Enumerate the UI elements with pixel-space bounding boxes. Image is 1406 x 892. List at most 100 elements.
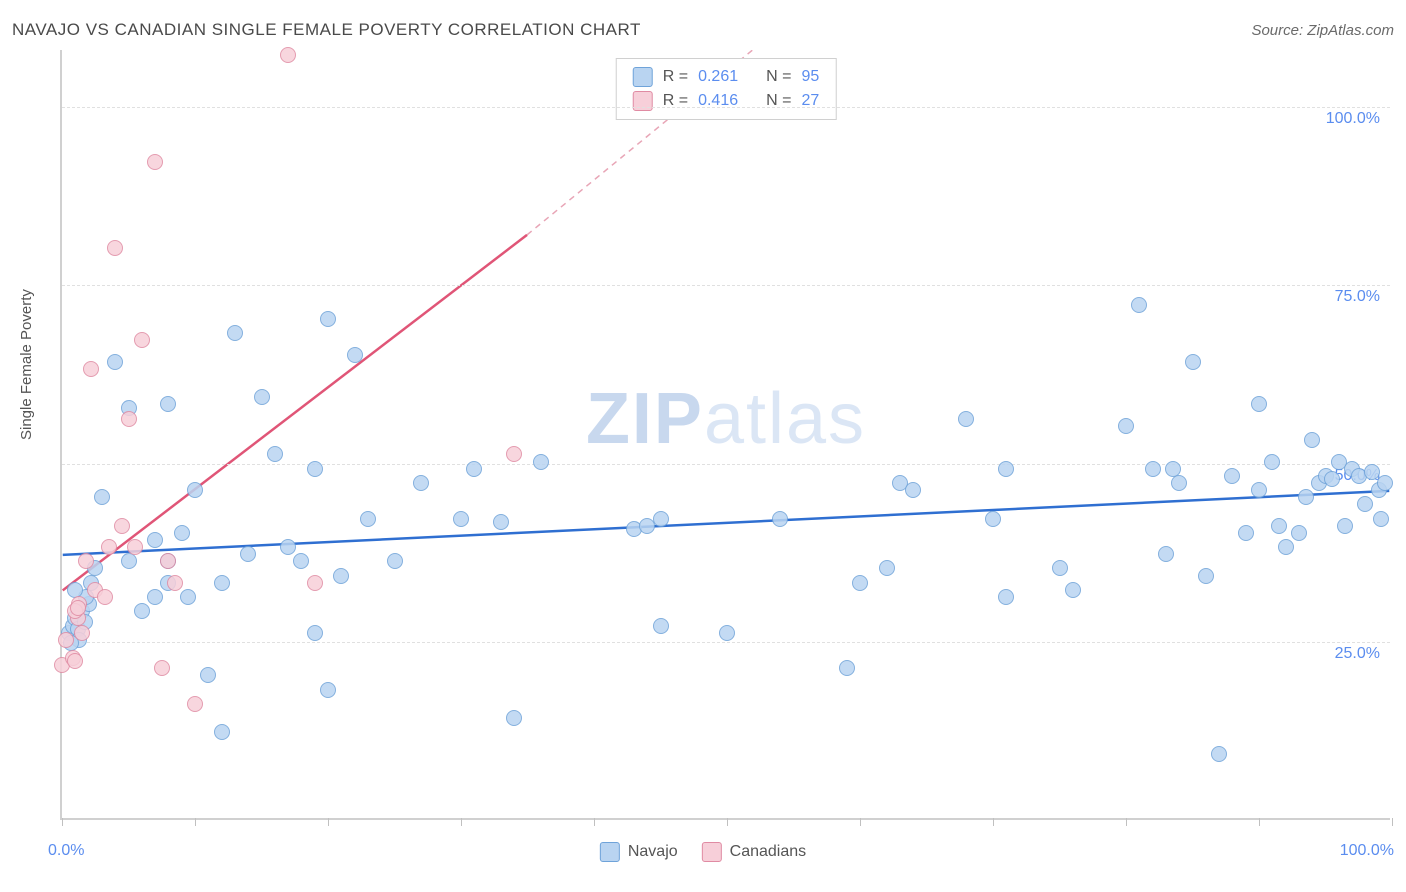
scatter-point bbox=[147, 154, 163, 170]
legend-swatch bbox=[600, 842, 620, 862]
gridline bbox=[62, 642, 1390, 643]
scatter-point bbox=[985, 511, 1001, 527]
legend-n-label: N = bbox=[766, 68, 791, 86]
scatter-point bbox=[97, 589, 113, 605]
scatter-point bbox=[1337, 518, 1353, 534]
scatter-point bbox=[506, 446, 522, 462]
legend-label: Canadians bbox=[730, 843, 807, 861]
x-tick bbox=[1126, 818, 1127, 826]
scatter-point bbox=[1357, 496, 1373, 512]
scatter-point bbox=[83, 361, 99, 377]
scatter-point bbox=[998, 589, 1014, 605]
scatter-point bbox=[1251, 396, 1267, 412]
legend-r-value: 0.261 bbox=[698, 68, 738, 86]
scatter-point bbox=[1291, 525, 1307, 541]
x-tick bbox=[62, 818, 63, 826]
scatter-point bbox=[852, 575, 868, 591]
scatter-point bbox=[958, 411, 974, 427]
scatter-point bbox=[107, 240, 123, 256]
scatter-point bbox=[227, 325, 243, 341]
x-tick bbox=[1259, 818, 1260, 826]
scatter-point bbox=[533, 454, 549, 470]
scatter-point bbox=[1052, 560, 1068, 576]
scatter-point bbox=[307, 625, 323, 641]
x-tick bbox=[727, 818, 728, 826]
scatter-point bbox=[134, 603, 150, 619]
scatter-point bbox=[67, 653, 83, 669]
x-tick bbox=[328, 818, 329, 826]
watermark: ZIPatlas bbox=[586, 378, 866, 460]
x-tick bbox=[594, 818, 595, 826]
scatter-point bbox=[1238, 525, 1254, 541]
scatter-point bbox=[58, 632, 74, 648]
watermark-atlas: atlas bbox=[704, 379, 866, 459]
scatter-point bbox=[200, 667, 216, 683]
scatter-point bbox=[134, 332, 150, 348]
legend-swatch bbox=[702, 842, 722, 862]
scatter-point bbox=[214, 724, 230, 740]
x-axis-max-label: 100.0% bbox=[1340, 842, 1394, 860]
y-axis-title: Single Female Poverty bbox=[18, 289, 35, 440]
scatter-point bbox=[387, 553, 403, 569]
scatter-point bbox=[1377, 475, 1393, 491]
scatter-point bbox=[1145, 461, 1161, 477]
scatter-point bbox=[719, 625, 735, 641]
scatter-point bbox=[94, 489, 110, 505]
scatter-point bbox=[160, 396, 176, 412]
scatter-point bbox=[1304, 432, 1320, 448]
scatter-point bbox=[180, 589, 196, 605]
scatter-point bbox=[307, 461, 323, 477]
y-tick-label: 100.0% bbox=[1326, 110, 1380, 128]
scatter-point bbox=[214, 575, 230, 591]
legend-n-value: 95 bbox=[801, 68, 819, 86]
legend-stats-row: R = 0.416N = 27 bbox=[633, 89, 820, 113]
scatter-point bbox=[160, 553, 176, 569]
scatter-point bbox=[167, 575, 183, 591]
scatter-point bbox=[240, 546, 256, 562]
gridline bbox=[62, 464, 1390, 465]
scatter-point bbox=[1158, 546, 1174, 562]
scatter-point bbox=[1065, 582, 1081, 598]
scatter-point bbox=[280, 47, 296, 63]
scatter-point bbox=[121, 411, 137, 427]
y-tick-label: 75.0% bbox=[1335, 288, 1380, 306]
scatter-point bbox=[879, 560, 895, 576]
legend-swatch bbox=[633, 67, 653, 87]
scatter-point bbox=[1278, 539, 1294, 555]
legend-r-label: R = bbox=[663, 68, 688, 86]
scatter-point bbox=[1171, 475, 1187, 491]
scatter-point bbox=[187, 482, 203, 498]
x-tick bbox=[195, 818, 196, 826]
legend-item: Navajo bbox=[600, 842, 678, 862]
scatter-point bbox=[453, 511, 469, 527]
x-tick bbox=[993, 818, 994, 826]
scatter-point bbox=[174, 525, 190, 541]
watermark-zip: ZIP bbox=[586, 379, 704, 459]
scatter-point bbox=[1324, 471, 1340, 487]
scatter-point bbox=[333, 568, 349, 584]
scatter-point bbox=[147, 532, 163, 548]
scatter-point bbox=[772, 511, 788, 527]
scatter-point bbox=[254, 389, 270, 405]
scatter-point bbox=[78, 553, 94, 569]
legend-stats-row: R = 0.261 N = 95 bbox=[633, 65, 820, 89]
scatter-point bbox=[320, 682, 336, 698]
scatter-point bbox=[1264, 454, 1280, 470]
chart-source: Source: ZipAtlas.com bbox=[1251, 22, 1394, 39]
scatter-point bbox=[905, 482, 921, 498]
scatter-point bbox=[107, 354, 123, 370]
y-tick-label: 25.0% bbox=[1335, 645, 1380, 663]
scatter-point bbox=[293, 553, 309, 569]
legend-item: Canadians bbox=[702, 842, 807, 862]
scatter-point bbox=[1251, 482, 1267, 498]
scatter-point bbox=[360, 511, 376, 527]
scatter-point bbox=[1118, 418, 1134, 434]
scatter-point bbox=[1298, 489, 1314, 505]
scatter-point bbox=[1271, 518, 1287, 534]
scatter-point bbox=[413, 475, 429, 491]
x-tick bbox=[1392, 818, 1393, 826]
scatter-point bbox=[280, 539, 296, 555]
scatter-point bbox=[1185, 354, 1201, 370]
scatter-point bbox=[1224, 468, 1240, 484]
scatter-point bbox=[114, 518, 130, 534]
